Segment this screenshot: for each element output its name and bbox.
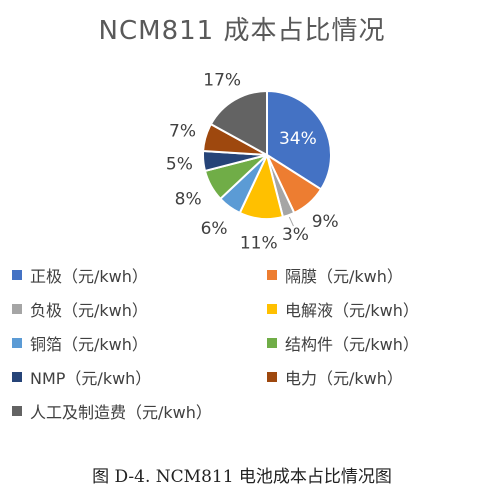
- legend-swatch: [267, 372, 277, 382]
- legend-swatch: [12, 304, 22, 314]
- data-label-9: 17%: [203, 70, 241, 90]
- legend-label: NMP（元/kwh）: [30, 369, 152, 388]
- legend-swatch: [267, 338, 277, 348]
- legend-item: 人工及制造费（元/kwh）: [12, 394, 472, 428]
- legend-item: 正极（元/kwh）: [12, 258, 267, 292]
- pie-slice-9: [209, 89, 268, 157]
- legend-swatch: [12, 406, 22, 416]
- data-label-5: 6%: [201, 219, 228, 239]
- legend-swatch: [267, 270, 277, 280]
- chart-legend: 正极（元/kwh） 隔膜（元/kwh） 负极（元/kwh） 电解液（元/kwh） 铜箔（…: [12, 258, 472, 428]
- data-label-8: 7%: [169, 121, 196, 141]
- data-label-7: 5%: [166, 154, 193, 174]
- legend-label: 负极（元/kwh）: [30, 301, 148, 320]
- legend-label: 电解液（元/kwh）: [285, 301, 419, 320]
- figure-caption: 图 D-4. NCM811 电池成本占比情况图: [92, 467, 392, 487]
- data-label-4: 11%: [240, 234, 278, 254]
- data-label-2: 9%: [312, 212, 339, 232]
- legend-label: 铜箔（元/kwh）: [30, 335, 148, 354]
- data-label-3: 3%: [282, 225, 309, 245]
- legend-label: 正极（元/kwh）: [30, 267, 148, 286]
- legend-swatch: [12, 372, 22, 382]
- data-label-1: 34%: [279, 129, 317, 149]
- legend-item: 结构件（元/kwh）: [267, 326, 472, 360]
- leader-line: [288, 216, 294, 227]
- legend-item: 电解液（元/kwh）: [267, 292, 472, 326]
- legend-label: 结构件（元/kwh）: [285, 335, 419, 354]
- legend-item: 电力（元/kwh）: [267, 360, 472, 394]
- data-label-6: 8%: [175, 189, 202, 209]
- legend-item: 隔膜（元/kwh）: [267, 258, 472, 292]
- legend-swatch: [12, 338, 22, 348]
- legend-item: NMP（元/kwh）: [12, 360, 267, 394]
- pie-chart: 34% 9%3%11% 6% 8% 5% 7% 17%: [166, 70, 339, 254]
- legend-label: 人工及制造费（元/kwh）: [30, 403, 212, 422]
- legend-label: 隔膜（元/kwh）: [285, 267, 403, 286]
- legend-item: 铜箔（元/kwh）: [12, 326, 267, 360]
- legend-swatch: [267, 304, 277, 314]
- legend-label: 电力（元/kwh）: [285, 369, 403, 388]
- legend-item: 负极（元/kwh）: [12, 292, 267, 326]
- legend-swatch: [12, 270, 22, 280]
- chart-title: NCM811 成本占比情况: [98, 16, 386, 46]
